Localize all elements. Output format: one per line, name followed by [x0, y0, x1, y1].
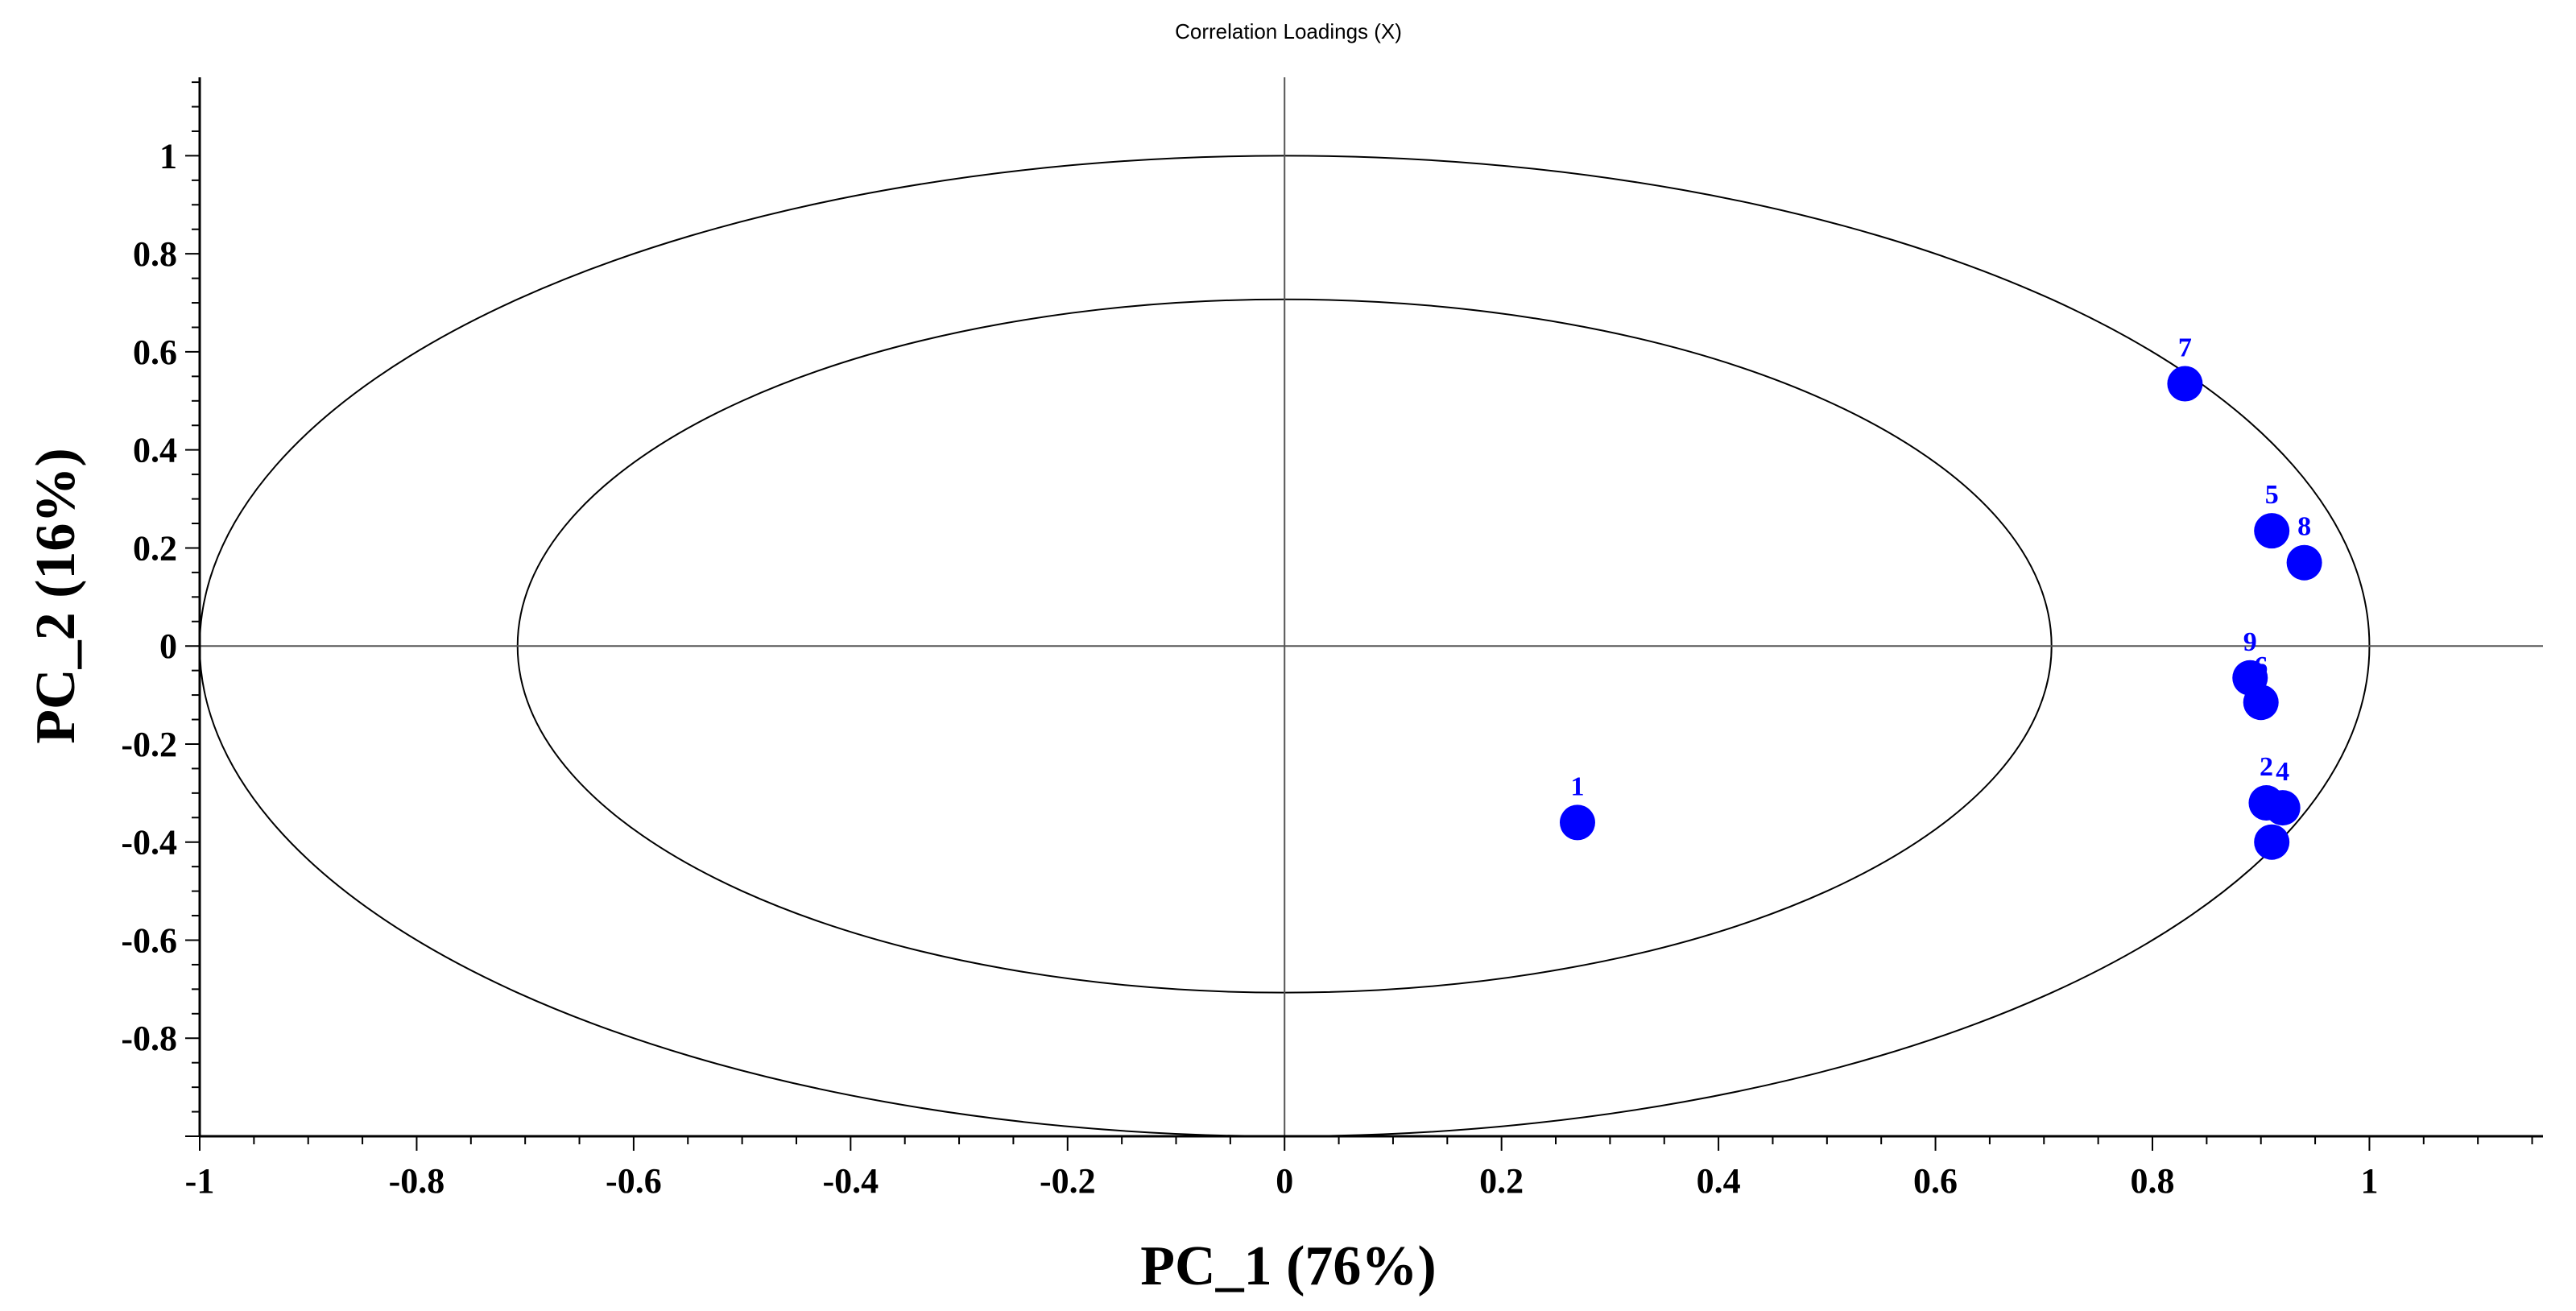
x-tick-label: 1 — [2360, 1161, 2378, 1201]
y-tick-label: 0.4 — [133, 431, 177, 470]
y-tick-label: -0.2 — [121, 725, 177, 764]
y-tick-label: 1 — [159, 136, 177, 176]
x-tick-label: 0.4 — [1697, 1161, 1741, 1201]
data-point-label-8: 8 — [2297, 512, 2311, 542]
y-tick-label: -0.6 — [121, 920, 177, 960]
data-point-label-4: 4 — [2276, 757, 2289, 787]
y-tick-label: 0.6 — [133, 333, 177, 372]
x-tick-label: 0.2 — [1479, 1161, 1524, 1201]
chart-title: Correlation Loadings (X) — [1175, 19, 1402, 43]
y-tick-label: 0.8 — [133, 234, 177, 274]
x-tick-label: -0.4 — [823, 1161, 879, 1201]
data-point-7 — [2167, 366, 2203, 402]
data-point-3 — [2254, 824, 2290, 860]
x-tick-label: -0.6 — [606, 1161, 662, 1201]
data-point-label-9: 9 — [2243, 627, 2257, 657]
x-axis-title: PC_1 (76%) — [1140, 1235, 1436, 1297]
y-axis-title: PC_2 (16%) — [25, 448, 87, 743]
y-tick-label: -0.8 — [121, 1019, 177, 1058]
y-tick-label: -0.4 — [121, 823, 177, 862]
y-tick-label: 0.2 — [133, 528, 177, 568]
data-point-1 — [1559, 804, 1595, 841]
data-point-5 — [2254, 513, 2290, 549]
data-point-label-7: 7 — [2178, 333, 2192, 362]
data-point-label-5: 5 — [2265, 480, 2279, 510]
plot-area: -1 -0.8 -0.6 -0.4 -0.2 0 0.2 0.4 0.6 0.8 1 1 0.8 0.6 0… — [121, 77, 2543, 1201]
data-point-label-1: 1 — [1570, 771, 1584, 801]
data-point-9 — [2232, 660, 2268, 696]
data-point-8 — [2286, 544, 2322, 581]
y-tick-label: 0 — [159, 627, 177, 666]
x-tick-label: 0 — [1276, 1161, 1293, 1201]
data-point-4 — [2264, 790, 2301, 826]
x-tick-label: -1 — [185, 1161, 215, 1201]
x-tick-label: 0.8 — [2131, 1161, 2175, 1201]
x-tick-label: 0.6 — [1913, 1161, 1958, 1201]
x-tick-label: -0.2 — [1040, 1161, 1096, 1201]
data-point-label-2: 2 — [2260, 752, 2273, 782]
x-tick-label: -0.8 — [389, 1161, 445, 1201]
